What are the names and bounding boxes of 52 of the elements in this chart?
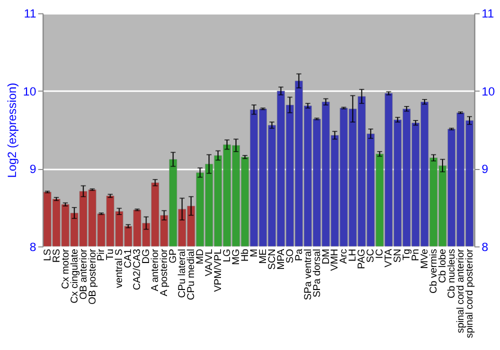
x-tick-label: spinal cord anterior (455, 248, 466, 334)
x-tick-label: Cx motor (60, 248, 72, 290)
x-tick-label: Tg (402, 248, 413, 260)
y2-tick-label: 9 (482, 162, 489, 176)
x-tick-label: CPu medial (186, 248, 198, 300)
x-tick-label: Cb nucleus (446, 248, 458, 298)
x-tick-label: CA2/CA3 (132, 248, 144, 290)
y2-tick-label: 11 (482, 6, 494, 21)
x-tick-label: DM (320, 248, 332, 264)
x-tick-label: PAG (356, 248, 368, 270)
x-tick-label: OB posterior (87, 248, 98, 304)
x-tick-label: LS (42, 248, 54, 261)
x-tick-label: SC (366, 248, 377, 263)
x-tick-label: SO (284, 248, 296, 264)
x-tick-label: MG (230, 248, 242, 265)
x-tick-label: OB anterior (78, 248, 90, 300)
y-tick-label: 9 (30, 162, 37, 176)
x-tick-label: A posterior (159, 248, 170, 296)
x-tick-label: Arc (338, 248, 350, 264)
y-axis-title: Log2 (expression) (5, 82, 20, 178)
y2-tick-label: 10 (482, 84, 496, 98)
x-tick-label: Cb lobe (438, 248, 449, 284)
x-tick-label: Pa (294, 248, 305, 261)
y-tick-label: 10 (22, 84, 37, 98)
x-tick-label: Pir (96, 248, 108, 261)
x-tick-label: SN (392, 248, 404, 263)
x-tick-label: Pn (410, 248, 422, 261)
x-tick-label: DG (141, 248, 152, 264)
x-tick-label: LG (222, 248, 233, 262)
x-tick-label: MPA (276, 248, 287, 270)
y-tick-label: 11 (24, 6, 37, 21)
y2-tick-label: 8 (482, 240, 489, 254)
x-tick-label: LH (348, 248, 359, 262)
x-tick-label: Cx cingulate (69, 248, 80, 304)
x-tick-label: IC (374, 248, 386, 259)
x-tick-label: SPa dorsal (312, 248, 323, 298)
x-tick-label: GP (168, 248, 180, 264)
x-tick-label: RS (51, 248, 62, 263)
x-tick-label: Hb (240, 248, 251, 262)
x-tick-label: Tu (105, 248, 116, 260)
y-tick-label: 8 (30, 240, 37, 254)
x-tick-label: MVe (420, 248, 431, 269)
x-tick-label: VPM/VPL (212, 248, 224, 292)
x-tick-label: spinal cord posterior (464, 248, 476, 338)
x-tick-label: ME (258, 248, 269, 264)
x-tick-label: M (248, 248, 260, 258)
x-tick-label: SCN (266, 248, 278, 270)
x-tick-label: SPa ventral (302, 248, 314, 300)
x-tick-label: VTA (384, 248, 395, 268)
x-tick-label: A anterior (150, 248, 162, 292)
x-tick-label: VMH (330, 248, 341, 271)
x-tick-label: ventral S (114, 248, 126, 288)
